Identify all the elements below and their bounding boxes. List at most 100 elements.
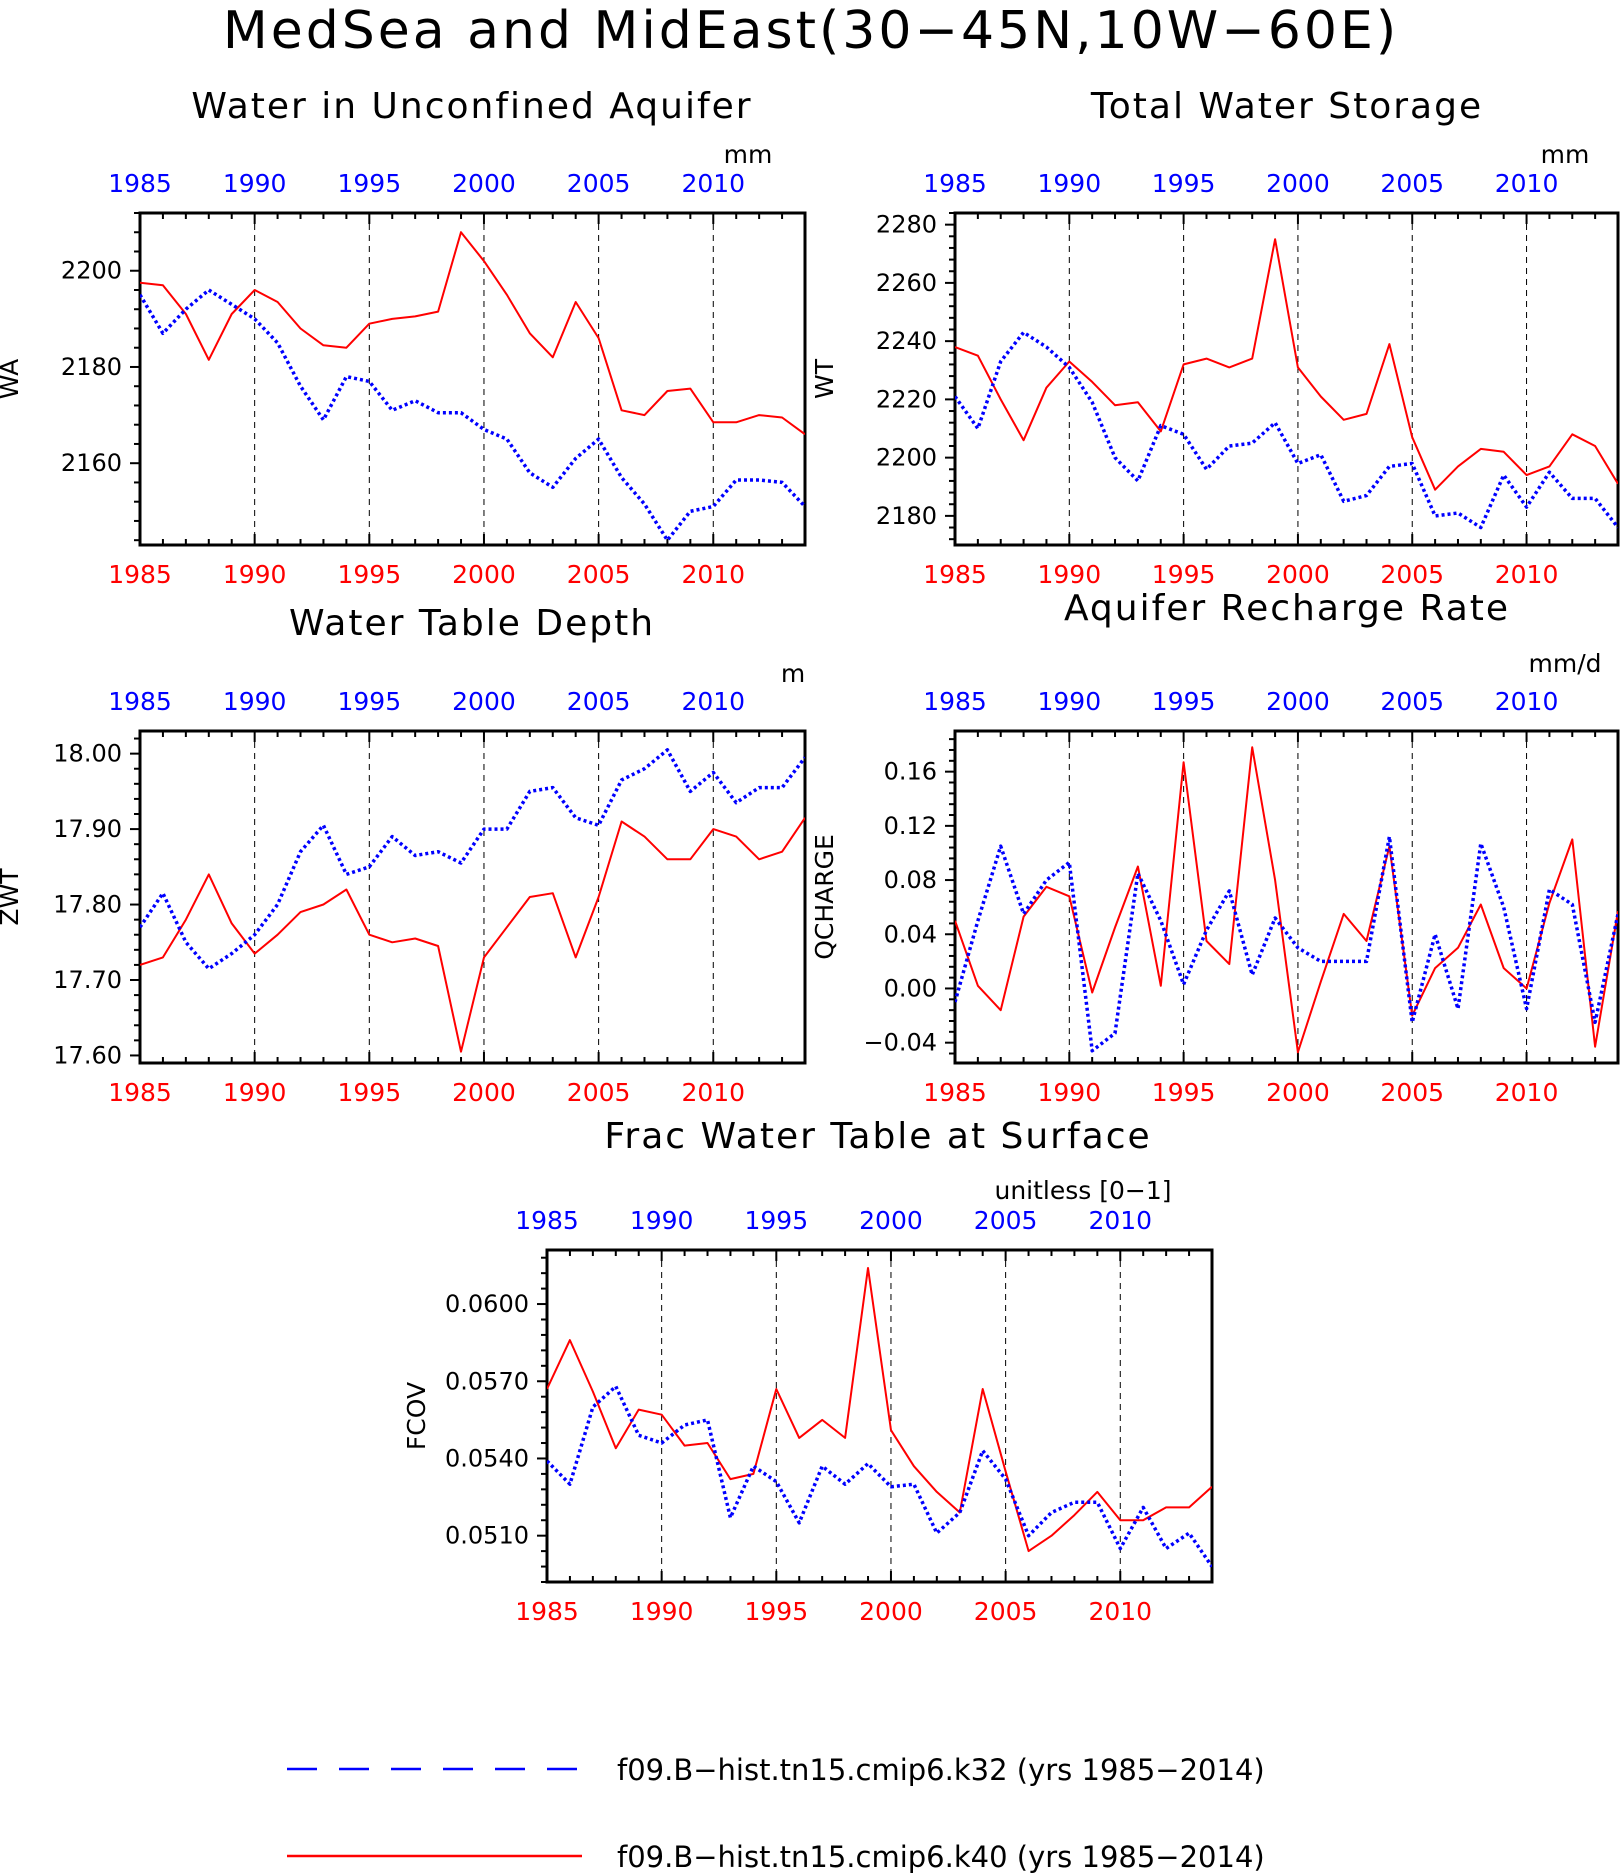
- x-tick-label-top: 1985: [515, 1206, 579, 1235]
- y-tick-label: 2220: [876, 385, 937, 413]
- x-tick-label-bottom: 1990: [630, 1597, 694, 1626]
- x-tick-label-top: 2005: [974, 1206, 1038, 1235]
- x-tick-label-top: 1995: [1152, 687, 1216, 716]
- plot-frame: [138, 211, 807, 547]
- x-tick-label-bottom: 2010: [1495, 1078, 1559, 1107]
- x-tick-label-top: 2010: [1495, 687, 1559, 716]
- x-tick-label-top: 2005: [567, 687, 631, 716]
- x-tick-label-bottom: 1995: [337, 560, 401, 589]
- series-line-k40: [955, 746, 1618, 1054]
- y-tick-label: 17.90: [53, 815, 122, 843]
- y-tick-label: 18.00: [53, 740, 122, 768]
- x-tick-label-bottom: 2005: [1380, 560, 1444, 589]
- x-tick-label-top: 2010: [681, 169, 745, 198]
- x-tick-label-top: 1990: [1037, 169, 1101, 198]
- y-tick-label: 0.0540: [445, 1444, 529, 1472]
- chart-title: Aquifer Recharge Rate: [1064, 588, 1510, 629]
- x-tick-label-top: 1995: [337, 169, 401, 198]
- x-tick-label-bottom: 1990: [1037, 1078, 1101, 1107]
- series-line-k40: [140, 231, 805, 436]
- x-tick-label-bottom: 2000: [1266, 1078, 1330, 1107]
- x-tick-label-top: 1995: [1152, 169, 1216, 198]
- x-tick-label-bottom: 1990: [223, 560, 287, 589]
- x-tick-label-bottom: 1985: [923, 1078, 987, 1107]
- x-tick-label-top: 2000: [1266, 687, 1330, 716]
- series-group: [140, 231, 805, 542]
- chart-title: Water in Unconfined Aquifer: [191, 86, 752, 127]
- units-label: mm: [1541, 140, 1590, 169]
- units-label: mm/d: [1529, 649, 1602, 678]
- chart-title: Total Water Storage: [1090, 86, 1483, 127]
- series-line-k40: [140, 817, 805, 1053]
- chart-wa: Water in Unconfined Aquifer mm 1985 1985 199…: [0, 86, 807, 589]
- series-line-k32: [955, 330, 1618, 530]
- x-tick-label-top: 2005: [567, 169, 631, 198]
- x-tick-label-top: 1985: [923, 169, 987, 198]
- x-tick-label-bottom: 2005: [567, 1078, 631, 1107]
- series-group: [955, 746, 1618, 1054]
- x-tick-label-bottom: 1995: [1152, 1078, 1216, 1107]
- x-tick-label-top: 2000: [452, 169, 516, 198]
- y-tick-label: 2200: [876, 444, 937, 472]
- y-tick-label: 0.00: [884, 974, 937, 1002]
- y-tick-label: 2200: [61, 257, 122, 285]
- chart-wt: Total Water Storage mm 1985 1985 1990 1990 199…: [810, 86, 1620, 589]
- series-group: [547, 1267, 1212, 1568]
- series-group: [955, 238, 1618, 530]
- y-tick-label: 0.12: [884, 812, 937, 840]
- x-tick-label-top: 2000: [1266, 169, 1330, 198]
- plot-frame: [953, 211, 1620, 547]
- x-tick-label-top: 2010: [681, 687, 745, 716]
- y-axis-label: FCOV: [402, 1382, 431, 1450]
- y-tick-label: −0.04: [863, 1029, 937, 1057]
- legend-label-k32: f09.B−hist.tn15.cmip6.k32 (yrs 1985−2014…: [617, 1753, 1265, 1787]
- x-tick-label-bottom: 2010: [681, 560, 745, 589]
- chart-fcov: Frac Water Table at Surface unitless [0−1…: [402, 1116, 1214, 1626]
- series-line-k40: [955, 238, 1618, 491]
- x-tick-label-bottom: 1990: [1037, 560, 1101, 589]
- plot-frame: [138, 729, 807, 1065]
- x-tick-label-bottom: 2000: [452, 560, 516, 589]
- y-axis-label: WA: [0, 359, 24, 399]
- x-tick-label-bottom: 2005: [1380, 1078, 1444, 1107]
- x-tick-label-top: 1990: [1037, 687, 1101, 716]
- x-tick-label-top: 2010: [1088, 1206, 1152, 1235]
- x-tick-label-bottom: 1995: [744, 1597, 808, 1626]
- x-tick-label-top: 1990: [630, 1206, 694, 1235]
- figure-title: MedSea and MidEast(30−45N,10W−60E): [223, 1, 1399, 61]
- plot-frame: [953, 729, 1620, 1065]
- x-tick-label-bottom: 2000: [452, 1078, 516, 1107]
- y-axis-label: WT: [810, 358, 839, 399]
- x-tick-label-top: 1990: [223, 169, 287, 198]
- chart-title: Water Table Depth: [289, 603, 655, 644]
- x-tick-label-top: 2000: [452, 687, 516, 716]
- y-tick-label: 17.70: [53, 966, 122, 994]
- series-group: [140, 748, 805, 1053]
- x-tick-label-bottom: 2010: [1088, 1597, 1152, 1626]
- y-tick-label: 0.04: [884, 920, 937, 948]
- x-tick-label-bottom: 1990: [223, 1078, 287, 1107]
- x-tick-label-bottom: 2010: [681, 1078, 745, 1107]
- x-tick-label-bottom: 1995: [1152, 560, 1216, 589]
- y-tick-label: 0.08: [884, 866, 937, 894]
- y-tick-label: 0.16: [884, 758, 937, 786]
- x-tick-label-bottom: 2005: [974, 1597, 1038, 1626]
- chart-qcharge: Aquifer Recharge Rate mm/d 1985 1985 1990 199…: [810, 588, 1620, 1107]
- y-tick-label: 17.80: [53, 891, 122, 919]
- units-label: m: [781, 659, 805, 688]
- y-tick-label: 0.0600: [445, 1290, 529, 1318]
- y-axis-label: ZWT: [0, 868, 24, 926]
- x-tick-label-bottom: 1995: [337, 1078, 401, 1107]
- x-tick-label-bottom: 1985: [108, 1078, 172, 1107]
- series-line-k32: [547, 1384, 1212, 1568]
- x-tick-label-top: 1995: [337, 687, 401, 716]
- chart-zwt: Water Table Depth m 1985 1985 1990 1990 1995 19…: [0, 603, 807, 1107]
- x-tick-label-bottom: 2000: [1266, 560, 1330, 589]
- x-tick-label-top: 1995: [744, 1206, 808, 1235]
- x-tick-label-bottom: 1985: [515, 1597, 579, 1626]
- x-tick-label-bottom: 2005: [567, 560, 631, 589]
- x-tick-label-top: 1990: [223, 687, 287, 716]
- x-tick-label-top: 2005: [1380, 687, 1444, 716]
- y-tick-label: 2240: [876, 327, 937, 355]
